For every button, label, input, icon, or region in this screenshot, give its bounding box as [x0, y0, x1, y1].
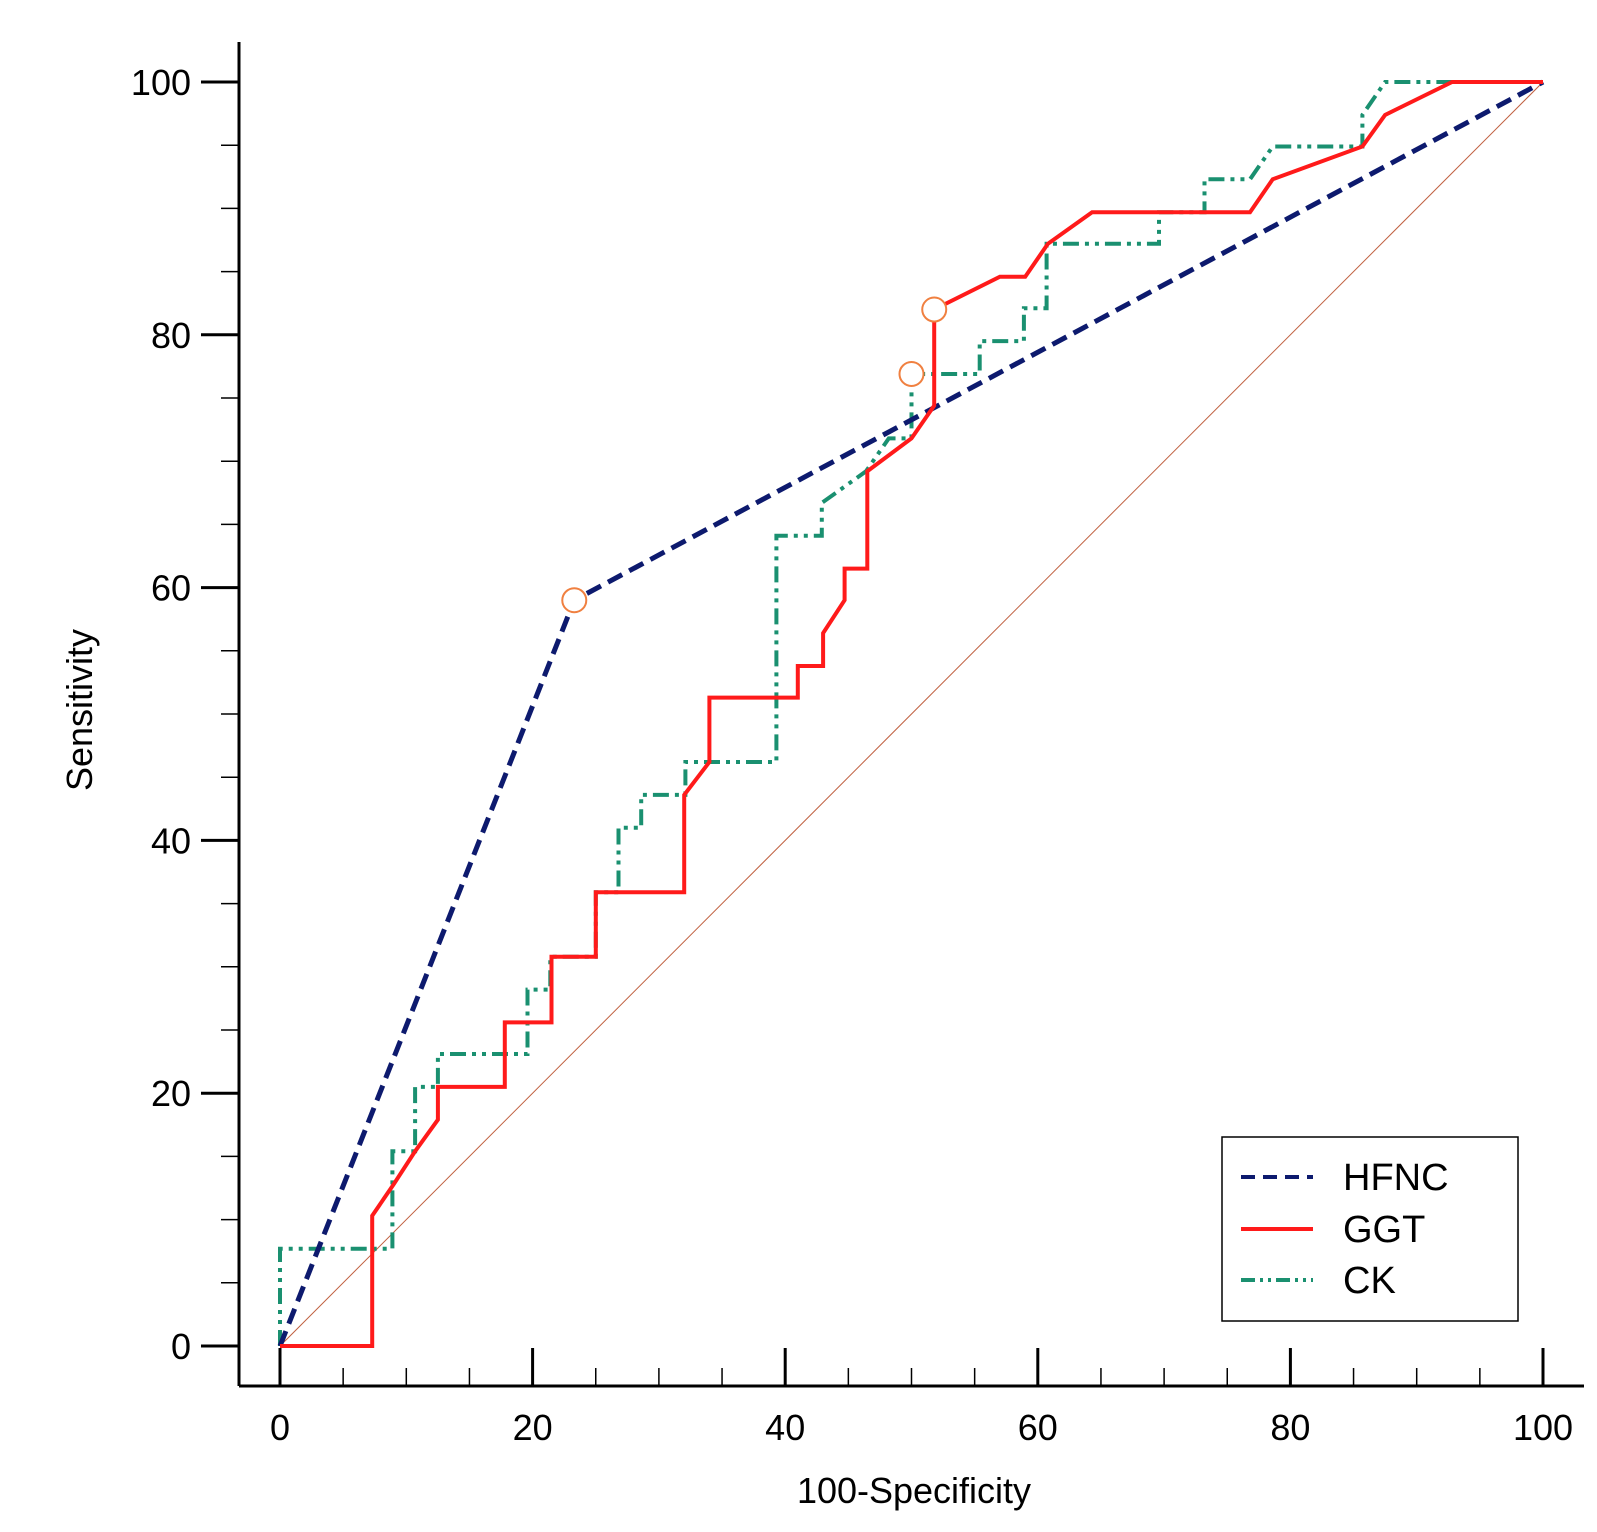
x-tick-label: 60: [1018, 1407, 1058, 1448]
y-tick-label: 20: [151, 1073, 191, 1114]
y-tick-label: 80: [151, 315, 191, 356]
optimal-point-ck: [898, 360, 925, 387]
y-tick-label: 40: [151, 820, 191, 861]
optimal-point-hfnc: [561, 587, 588, 614]
reference-diagonal: [279, 81, 1544, 1347]
y-tick-label: 0: [171, 1326, 191, 1367]
legend: HFNC GGT CK: [1221, 1136, 1519, 1322]
y-axis-title: Sensitivity: [59, 629, 100, 791]
reference-line: [279, 81, 1544, 1347]
x-tick-label: 80: [1270, 1407, 1310, 1448]
x-tick-label: 40: [765, 1407, 805, 1448]
x-axis-title: 100-Specificity: [797, 1470, 1031, 1511]
legend-label-ggt: GGT: [1343, 1209, 1425, 1251]
x-tick-label: 0: [270, 1407, 290, 1448]
x-tick-label: 100: [1513, 1407, 1573, 1448]
optimal-point-ggt: [921, 296, 948, 323]
y-tick-label: 60: [151, 568, 191, 609]
legend-label-hfnc: HFNC: [1343, 1157, 1449, 1199]
optimal-cutoff-markers: [561, 296, 948, 614]
axes: 0 20 40 60 80 100 0 20 40 60 80 100: [131, 42, 1584, 1448]
series-line-ggt: [280, 80, 1543, 1348]
y-tick-label: 100: [131, 62, 191, 103]
legend-label-ck: CK: [1343, 1260, 1396, 1302]
x-tick-label: 20: [513, 1407, 553, 1448]
